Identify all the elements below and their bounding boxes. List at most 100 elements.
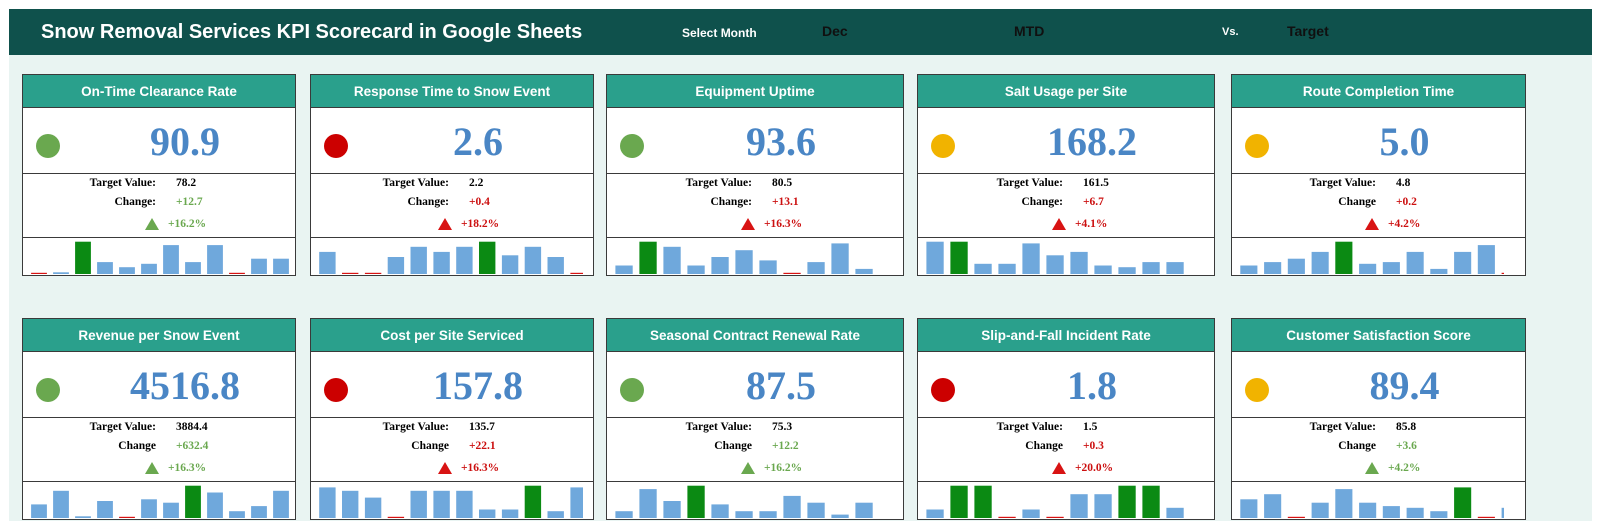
sparkline-bar	[163, 245, 179, 274]
change-value: +632.4	[176, 440, 209, 452]
trend-arrow-icon	[741, 218, 755, 230]
kpi-card: Customer Satisfaction Score 89.4 Target Va…	[1231, 318, 1526, 520]
sparkline-bar	[207, 492, 223, 518]
sparkline-bar	[251, 258, 267, 274]
sparkline-bar	[1264, 494, 1282, 518]
sparkline-bar	[1382, 506, 1400, 518]
sparkline-bar	[342, 272, 359, 274]
trend-arrow-icon	[145, 218, 159, 230]
sparkline-bar	[119, 267, 135, 274]
sparkline-bar	[1406, 251, 1424, 274]
kpi-value: 157.8	[433, 363, 523, 408]
sparkline-bar	[456, 490, 473, 518]
sparkline-bar	[1142, 262, 1160, 274]
target-value: 4.8	[1396, 177, 1411, 189]
sparkline-bar	[1477, 516, 1495, 518]
change-value: +0.3	[1083, 440, 1104, 452]
sparkline-bar	[950, 241, 968, 274]
kpi-title: Route Completion Time	[1232, 75, 1525, 108]
status-indicator-icon	[36, 134, 60, 158]
kpi-title: On-Time Clearance Rate	[23, 75, 295, 108]
status-indicator-icon	[1245, 378, 1269, 402]
change-percent: +16.2%	[168, 218, 207, 230]
sparkline-bar	[31, 504, 47, 518]
sparkline-bar	[547, 511, 564, 518]
trend-sparkline	[1240, 241, 1504, 274]
kpi-title: Seasonal Contract Renewal Rate	[607, 319, 903, 352]
sparkline-bar	[319, 487, 336, 518]
trend-sparkline	[926, 485, 1184, 518]
sparkline-bar	[342, 490, 359, 518]
change-value: +6.7	[1083, 196, 1104, 208]
sparkline-bar	[547, 257, 564, 274]
target-value: 1.5	[1083, 421, 1098, 433]
sparkline-bar	[926, 241, 944, 274]
kpi-title: Response Time to Snow Event	[311, 75, 593, 108]
month-dropdown[interactable]: Dec	[822, 23, 848, 39]
change-value: +13.1	[772, 196, 799, 208]
scorecard-canvas: On-Time Clearance Rate 90.9 Target Value: 7…	[9, 55, 1592, 521]
sparkline-bar	[364, 497, 382, 518]
status-indicator-icon	[1245, 134, 1269, 158]
sparkline-bar	[433, 251, 450, 274]
kpi-title: Customer Satisfaction Score	[1232, 319, 1525, 352]
sparkline-bar	[998, 516, 1016, 518]
trend-arrow-icon	[1052, 218, 1066, 230]
kpi-title: Cost per Site Serviced	[311, 319, 593, 352]
period-dropdown[interactable]: MTD	[1014, 23, 1045, 39]
change-label: Change:	[710, 196, 752, 208]
sparkline-bar	[759, 260, 777, 274]
trend-sparkline	[319, 241, 583, 274]
target-label: Target Value:	[1309, 421, 1376, 433]
sparkline-bar	[387, 516, 405, 518]
change-value: +0.2	[1396, 196, 1417, 208]
kpi-value: 4516.8	[130, 363, 240, 408]
change-value: +0.4	[469, 196, 490, 208]
header-bar: Snow Removal Services KPI Scorecard in G…	[9, 9, 1592, 55]
kpi-details: Target Value: 80.5 Change: +13.1 +16.3%	[607, 174, 903, 238]
sparkline-bar	[1166, 507, 1184, 518]
target-label: Target Value:	[89, 421, 156, 433]
sparkline-bar	[410, 490, 427, 518]
kpi-title: Revenue per Snow Event	[23, 319, 295, 352]
change-value: +3.6	[1396, 440, 1417, 452]
sparkline-bar	[687, 265, 705, 274]
target-value: 75.3	[772, 421, 793, 433]
kpi-title: Salt Usage per Site	[918, 75, 1214, 108]
sparkline-bar	[1501, 272, 1504, 274]
sparkline-bar	[97, 262, 113, 274]
sparkline-bar	[251, 506, 267, 518]
sparkline-bar	[615, 265, 633, 274]
kpi-value: 89.4	[1369, 363, 1440, 408]
sparkline-bar	[75, 241, 91, 274]
sparkline-bar	[1382, 262, 1400, 274]
sparkline-bar	[1142, 485, 1160, 518]
target-label: Target Value:	[996, 421, 1063, 433]
target-label: Target Value:	[685, 177, 752, 189]
sparkline-bar	[831, 243, 849, 274]
sparkline-bar	[926, 509, 944, 518]
sparkline-bar	[1046, 516, 1064, 518]
sparkline-bar	[1046, 255, 1064, 274]
sparkline-bar	[1311, 502, 1329, 518]
kpi-card: Equipment Uptime 93.6 Target Value: 80.5 Cha…	[606, 74, 904, 276]
sparkline-bar	[1287, 516, 1305, 518]
sparkline-bar	[524, 246, 542, 274]
kpi-card: Revenue per Snow Event 4516.8 Target Value…	[22, 318, 296, 520]
comparison-dropdown[interactable]: Target	[1287, 23, 1329, 39]
kpi-details: Target Value: 161.5 Change: +6.7 +4.1%	[918, 174, 1214, 238]
trend-sparkline	[31, 485, 289, 518]
kpi-value-area: 5.0	[1232, 108, 1525, 174]
trend-arrow-icon	[1052, 462, 1066, 474]
sparkline-bar	[1454, 251, 1472, 274]
kpi-card: Cost per Site Serviced 157.8 Target Value:…	[310, 318, 594, 520]
sparkline-bar	[570, 272, 583, 274]
trend-arrow-icon	[145, 462, 159, 474]
sparkline-bar	[1406, 507, 1424, 518]
sparkline-bar	[273, 490, 289, 518]
sparkline-bar	[387, 257, 405, 274]
sparkline-bar	[831, 514, 849, 518]
sparkline-bar	[711, 504, 729, 518]
target-label: Target Value:	[89, 177, 156, 189]
sparkline-bar	[807, 262, 825, 274]
